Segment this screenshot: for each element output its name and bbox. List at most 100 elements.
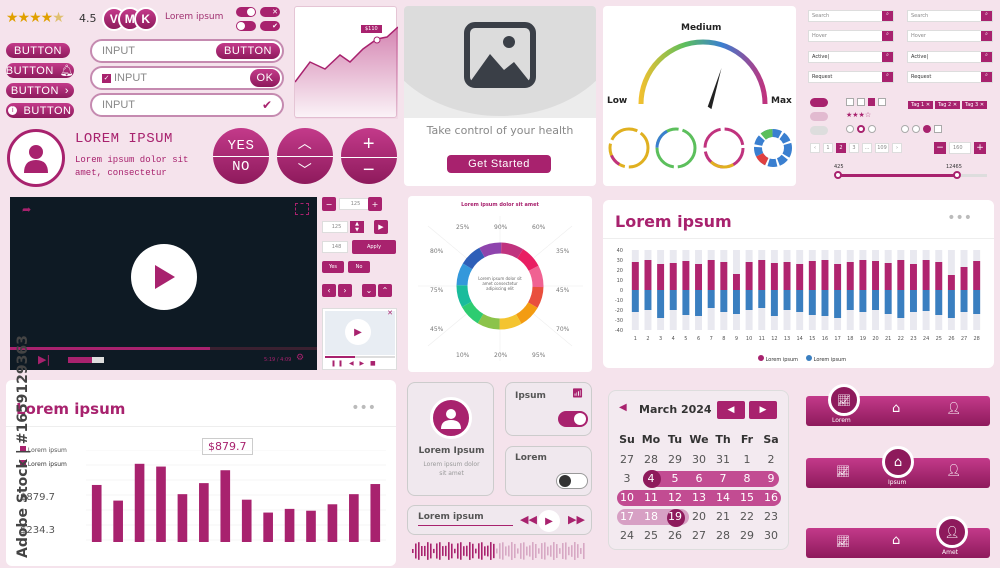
share-icon[interactable]: ➦: [22, 203, 32, 216]
calendar-day[interactable]: 7: [719, 472, 727, 485]
stepper-value[interactable]: 160: [949, 142, 971, 154]
active-field[interactable]: Active| ⌕: [808, 51, 894, 63]
mini-star-rating[interactable]: ★★★☆: [846, 111, 872, 119]
calendar-day[interactable]: 6: [695, 472, 703, 485]
stepper-value[interactable]: 125: [339, 198, 369, 210]
ok-button[interactable]: OK: [250, 69, 280, 87]
play-button[interactable]: ▶: [345, 319, 371, 345]
prev-page-button[interactable]: ‹: [810, 143, 820, 153]
plus-icon[interactable]: +: [362, 132, 376, 155]
calendar-day[interactable]: 15: [740, 491, 754, 504]
up-button[interactable]: ▲: [350, 221, 364, 227]
radio-row[interactable]: [846, 125, 876, 133]
hover-field[interactable]: Hover ⌕: [808, 30, 894, 42]
chevron-down-icon[interactable]: ﹀: [297, 161, 313, 178]
up-down-stepper[interactable]: ︿ ﹀: [277, 128, 333, 184]
input-with-button[interactable]: INPUT BUTTON: [90, 39, 284, 63]
hover-field[interactable]: Hover ⌕: [907, 30, 993, 42]
user-avatar-large[interactable]: [7, 129, 65, 187]
search-icon[interactable]: ⌕: [981, 52, 992, 62]
checkbox-icon[interactable]: ✓: [102, 73, 111, 83]
button-with-chevron[interactable]: BUTTON ›: [6, 83, 74, 98]
avatar[interactable]: K: [134, 7, 158, 31]
no-button[interactable]: No: [348, 261, 370, 273]
chevron-up-icon[interactable]: ︿: [297, 134, 313, 151]
user-icon[interactable]: 👤︎: [946, 463, 962, 477]
more-icon[interactable]: •••: [947, 210, 972, 226]
calendar-day[interactable]: 22: [740, 510, 754, 523]
slider-handle[interactable]: [953, 171, 961, 179]
calendar-day[interactable]: 19: [668, 510, 682, 523]
calendar-day[interactable]: 28: [716, 529, 730, 542]
range-slider[interactable]: [834, 171, 987, 179]
calendar-day[interactable]: 16: [764, 491, 778, 504]
get-started-button[interactable]: Get Started: [447, 155, 551, 173]
chevron-down-icon[interactable]: ⌄: [362, 284, 376, 297]
play-button[interactable]: ▶: [538, 510, 560, 532]
button-with-info[interactable]: i BUTTON: [6, 103, 74, 118]
stepper-value[interactable]: 125: [322, 221, 348, 233]
page-button[interactable]: 3: [849, 143, 859, 153]
play-button[interactable]: [131, 244, 197, 310]
calendar-day[interactable]: 23: [764, 510, 778, 523]
calendar-day[interactable]: 27: [692, 529, 706, 542]
toggle-switch[interactable]: [810, 126, 828, 135]
volume-slider[interactable]: [68, 357, 104, 363]
close-toggle[interactable]: ✕: [260, 7, 280, 17]
fullscreen-icon[interactable]: [295, 203, 309, 215]
calendar-day[interactable]: 28: [644, 453, 658, 466]
request-field[interactable]: Request ⌕: [808, 71, 894, 83]
plus-icon[interactable]: +: [974, 142, 986, 154]
checkbox-row[interactable]: [901, 125, 942, 133]
calendar-day[interactable]: 4: [647, 472, 655, 485]
toggle-switch[interactable]: [236, 21, 256, 31]
page-button-active[interactable]: 2: [836, 143, 846, 153]
calendar-day[interactable]: 13: [692, 491, 706, 504]
more-icon[interactable]: •••: [351, 400, 376, 416]
yes-option[interactable]: YES: [227, 137, 255, 154]
search-field[interactable]: Search ⌕: [907, 10, 993, 22]
value-field[interactable]: 148: [322, 241, 348, 253]
search-icon[interactable]: ⌕: [981, 11, 992, 21]
apply-button[interactable]: Apply: [352, 240, 396, 254]
yes-button[interactable]: Yes: [322, 261, 344, 273]
calendar-day[interactable]: 12: [668, 491, 682, 504]
search-icon[interactable]: ⌕: [882, 72, 893, 82]
active-field[interactable]: Active| ⌕: [907, 51, 993, 63]
chart-icon[interactable]: 📈︎: [836, 535, 850, 548]
calendar-prev-icon[interactable]: ◀: [619, 402, 627, 413]
input-button[interactable]: BUTTON: [216, 43, 280, 59]
plus-minus-stepper[interactable]: + −: [341, 128, 397, 184]
audio-player[interactable]: Lorem ipsum ◀◀ ▶ ▶▶: [407, 505, 592, 535]
toggle-switch[interactable]: [236, 7, 256, 17]
calendar-day[interactable]: 30: [692, 453, 706, 466]
button-with-bell[interactable]: BUTTON 🔔︎: [6, 63, 74, 78]
chevron-up-icon[interactable]: ⌃: [378, 284, 392, 297]
calendar-day[interactable]: 29: [668, 453, 682, 466]
toggle-switch[interactable]: [810, 112, 828, 121]
tab-active-bubble[interactable]: ⌂: [882, 446, 914, 478]
toggle-switch[interactable]: [556, 473, 588, 489]
calendar-day[interactable]: 2: [767, 453, 775, 466]
calendar-day[interactable]: 26: [668, 529, 682, 542]
prev-month-button[interactable]: ◀: [717, 401, 745, 419]
calendar-day[interactable]: 9: [767, 472, 775, 485]
calendar-day[interactable]: 25: [644, 529, 658, 542]
calendar-day[interactable]: 20: [692, 510, 706, 523]
calendar-day[interactable]: 10: [620, 491, 634, 504]
tag-chip[interactable]: Tag 3 ✕: [962, 101, 988, 109]
number-stepper[interactable]: − 160 +: [934, 142, 986, 154]
check-toggle[interactable]: ✔: [260, 21, 280, 31]
home-icon[interactable]: ⌂: [892, 401, 901, 416]
checkbox-row[interactable]: [846, 98, 886, 107]
player-controls-icons[interactable]: ❚❚ ◀ ▶ ■: [331, 360, 378, 367]
toggle-switch[interactable]: [810, 98, 828, 107]
progress-bar[interactable]: [325, 356, 395, 358]
calendar-day[interactable]: 29: [740, 529, 754, 542]
chevron-left-icon[interactable]: ‹: [322, 284, 336, 297]
search-icon[interactable]: ⌕: [882, 52, 893, 62]
input-with-ok[interactable]: ✓ INPUT OK: [90, 66, 284, 90]
no-option[interactable]: NO: [232, 158, 250, 175]
minus-icon[interactable]: −: [362, 158, 376, 181]
button-plain[interactable]: BUTTON: [6, 43, 70, 58]
